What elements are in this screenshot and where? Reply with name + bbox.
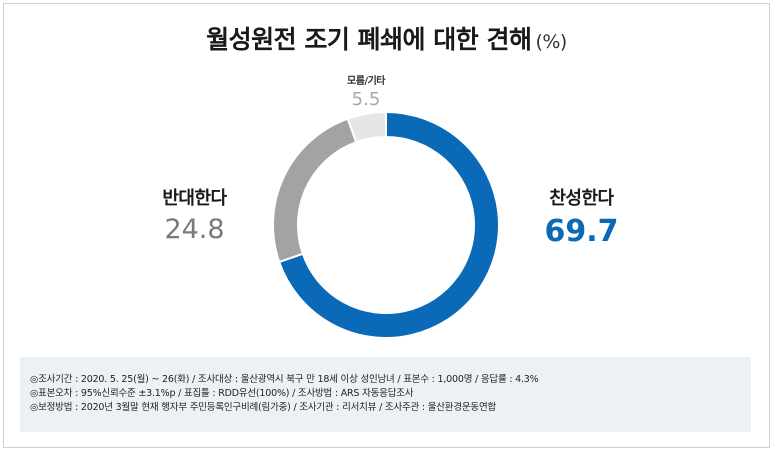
label-unknown-name: 모름/기타	[347, 76, 385, 87]
chart-title-unit: (%)	[535, 31, 567, 53]
donut-slice-oppose	[272, 117, 358, 264]
survey-notes: ◎조사기간 : 2020. 5. 25(월) ~ 26(화) / 조사대상 : …	[20, 357, 751, 432]
label-oppose-value: 24.8	[164, 214, 225, 245]
label-approve-name: 찬성한다	[549, 188, 614, 209]
survey-note-error: ◎표본오차 : 95%신뢰수준 ±3.1%p / 표집틀 : RDD유선(100…	[30, 388, 414, 399]
label-oppose-name: 반대한다	[162, 188, 227, 209]
label-unknown: 모름/기타 5.5	[326, 72, 406, 110]
survey-note-weighting: ◎보정방법 : 2020년 3월말 현재 행자부 주민등록인구비례(림가중) /…	[30, 402, 497, 413]
label-approve-value: 69.7	[544, 214, 619, 249]
donut-slice-approve	[277, 110, 500, 339]
label-approve: 찬성한다 69.7	[534, 184, 629, 249]
label-oppose: 반대한다 24.8	[147, 184, 242, 245]
chart-title-text: 월성원전 조기 폐쇄에 대한 견해	[206, 25, 532, 54]
donut-slice-unknown	[346, 110, 387, 144]
label-unknown-value: 5.5	[351, 89, 381, 110]
chart-title: 월성원전 조기 폐쇄에 대한 견해 (%)	[0, 20, 773, 56]
survey-note-period: ◎조사기간 : 2020. 5. 25(월) ~ 26(화) / 조사대상 : …	[30, 374, 539, 385]
